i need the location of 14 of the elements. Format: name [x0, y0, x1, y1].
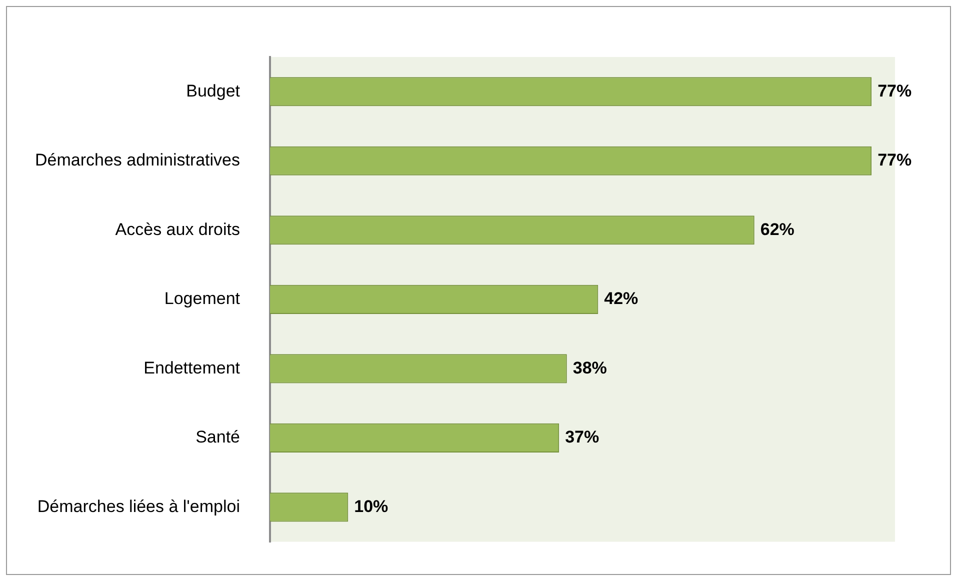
data-label: 10%: [354, 496, 388, 516]
data-label: 37%: [565, 428, 600, 447]
y-tick-label: Budget: [186, 81, 240, 100]
data-label: 77%: [878, 81, 912, 100]
y-tick-label: Santé: [196, 428, 240, 447]
y-tick-label: Logement: [164, 289, 240, 308]
y-tick-label: Endettement: [144, 358, 240, 378]
y-tick-label: Démarches administratives: [34, 150, 240, 170]
data-label: 38%: [572, 358, 607, 378]
y-tick-label: Accès aux droits: [115, 220, 240, 239]
data-label: 62%: [760, 220, 794, 239]
y-tick-label: Démarches liées à l'emploi: [37, 496, 240, 516]
data-label: 77%: [878, 150, 912, 170]
data-label: 42%: [604, 289, 638, 308]
